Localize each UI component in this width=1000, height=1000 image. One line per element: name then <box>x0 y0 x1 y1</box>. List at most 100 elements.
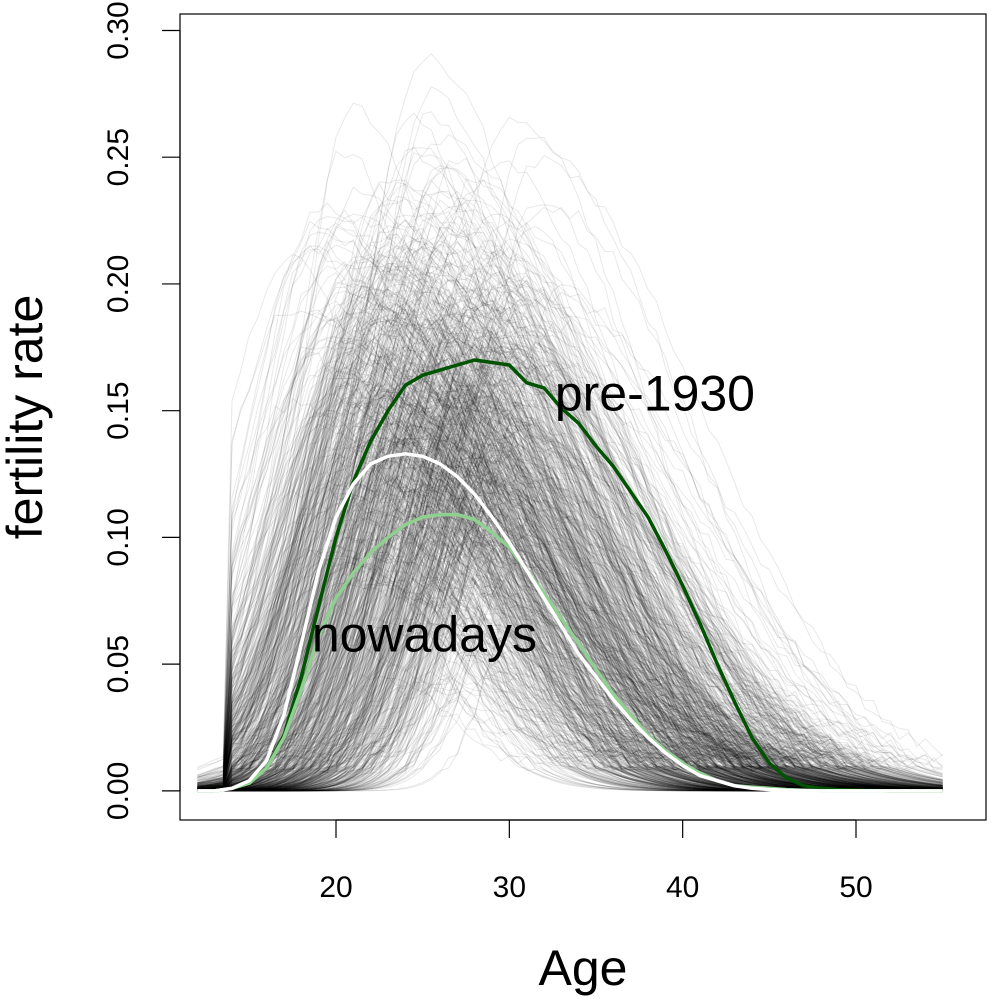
background-curve <box>197 449 943 792</box>
background-curve <box>197 337 943 792</box>
background-curve <box>197 459 943 792</box>
background-curve <box>197 358 943 791</box>
background-curve <box>197 270 943 792</box>
background-curve <box>197 364 943 791</box>
background-curve <box>197 362 943 792</box>
background-curve <box>197 391 943 792</box>
background-curve <box>197 300 943 792</box>
background-curve <box>197 499 943 791</box>
background-curve <box>197 458 943 792</box>
background-curve <box>197 324 943 792</box>
background-curve <box>197 299 943 792</box>
background-curve <box>197 456 943 792</box>
background-curve <box>197 311 943 792</box>
background-curve <box>197 343 943 792</box>
background-curve <box>197 509 943 792</box>
background-curve <box>197 306 943 792</box>
background-curve <box>197 403 943 792</box>
background-curve <box>197 326 943 792</box>
background-curve <box>197 341 943 792</box>
background-curve <box>197 279 943 791</box>
background-curve <box>197 512 943 792</box>
background-curve <box>197 475 943 792</box>
series-line-mean <box>197 452 943 793</box>
background-curve <box>197 388 943 791</box>
background-curve <box>197 380 943 792</box>
background-curve <box>197 537 943 792</box>
background-curve <box>197 556 943 792</box>
background-curve <box>197 607 943 792</box>
background-curve <box>197 437 943 791</box>
background-curve <box>197 331 943 791</box>
background-curve <box>197 356 943 792</box>
background-curve <box>197 530 943 792</box>
background-curve <box>197 382 943 792</box>
background-curve <box>197 287 943 791</box>
background-curve <box>197 510 943 792</box>
background-curve <box>197 290 943 791</box>
background-curve <box>197 209 943 790</box>
background-curve <box>197 243 943 792</box>
background-curve <box>197 346 943 792</box>
background-curve <box>197 412 943 792</box>
background-curve <box>197 500 943 792</box>
background-curve <box>197 357 943 791</box>
background-curve <box>197 285 943 791</box>
background-curve <box>197 364 943 792</box>
y-axis-label: fertility rate <box>0 295 53 540</box>
background-curve <box>197 356 943 792</box>
background-curve <box>197 219 943 789</box>
background-curve <box>197 633 943 792</box>
background-curve <box>197 351 943 792</box>
background-curve <box>197 488 943 792</box>
background-curve <box>197 525 943 792</box>
background-curve <box>197 571 943 792</box>
background-curve <box>197 291 944 792</box>
background-curve <box>197 293 943 790</box>
background-curve <box>197 342 943 792</box>
background-curve <box>197 355 943 792</box>
background-curve <box>197 227 943 792</box>
background-curve <box>197 225 943 792</box>
y-tick-label: 0.25 <box>102 128 135 186</box>
background-curve <box>197 295 943 792</box>
background-curve <box>197 260 943 791</box>
background-curve <box>197 179 943 792</box>
background-curve <box>197 351 943 792</box>
background-curve <box>197 266 943 791</box>
background-curve <box>197 293 943 791</box>
background-curve <box>197 586 943 792</box>
background-curve <box>197 417 943 792</box>
background-curve <box>197 475 943 792</box>
background-curve <box>197 459 943 791</box>
background-curve <box>197 366 943 792</box>
background-curve <box>197 484 943 792</box>
background-curve <box>197 462 943 791</box>
background-curve <box>197 223 943 792</box>
background-curve <box>197 390 943 792</box>
background-curve <box>197 306 943 792</box>
background-curve <box>197 385 943 791</box>
background-curve <box>197 364 943 792</box>
background-curve <box>197 385 943 792</box>
background-curve <box>197 255 943 792</box>
background-curve <box>197 439 943 792</box>
background-curve <box>197 278 943 792</box>
background-curve <box>197 477 943 792</box>
background-curve <box>197 435 943 792</box>
background-curve <box>197 267 943 791</box>
x-axis-label: Age <box>539 940 628 996</box>
background-curve <box>197 262 943 792</box>
background-curve <box>197 542 943 792</box>
background-curve <box>197 421 943 792</box>
background-curve <box>197 297 943 792</box>
background-curve <box>197 313 943 792</box>
background-curve <box>197 313 943 792</box>
background-curve <box>197 420 943 792</box>
background-curve <box>197 342 943 791</box>
background-curve <box>197 415 943 791</box>
background-curve <box>197 434 943 792</box>
background-curve <box>197 446 943 792</box>
background-curve <box>197 359 943 792</box>
background-curve <box>197 423 943 792</box>
